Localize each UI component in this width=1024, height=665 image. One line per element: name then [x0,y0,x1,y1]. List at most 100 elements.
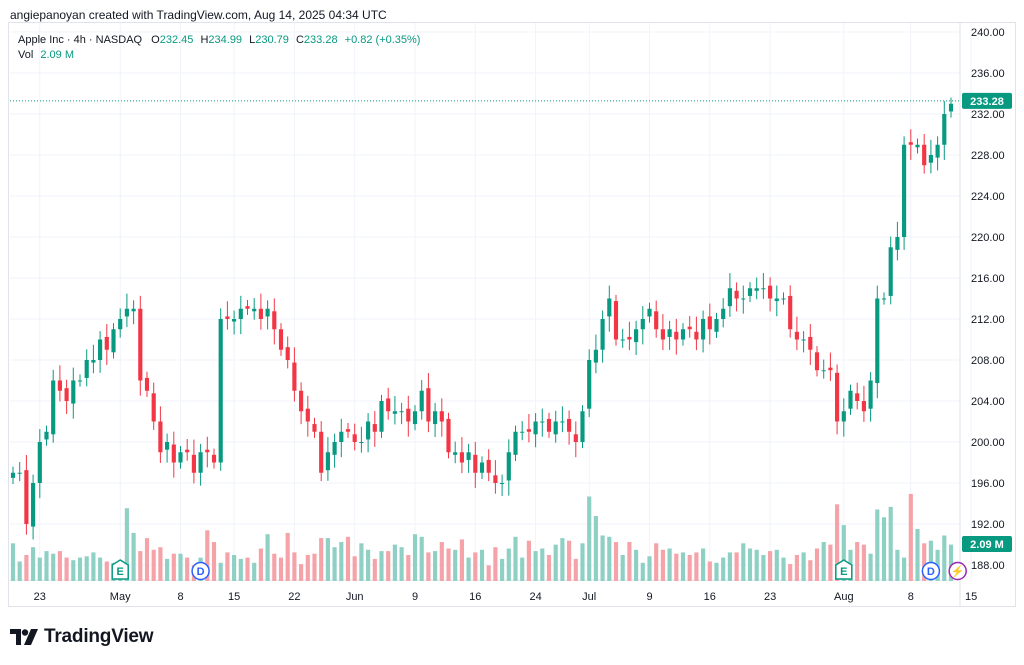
candle-body [258,308,263,319]
low-label: L [249,34,256,46]
candle-body [727,288,732,307]
ohlc-line: Apple Inc · 4h · NASDAQ O232.45 H234.99 … [18,33,420,48]
volume-bar [473,552,478,581]
last-price-badge-label: 233.28 [970,96,1004,108]
volume-bar [312,553,317,581]
candle-body [560,421,565,423]
price-tick-label: 220.00 [971,232,1005,244]
time-tick-label: 15 [965,591,977,603]
candle [768,277,773,312]
volume-bar [506,548,511,581]
candle-body [841,411,846,422]
candle [506,439,511,496]
volume-bar [942,535,947,581]
candle [875,285,880,399]
volume-bar [37,557,42,581]
volume-bar [634,549,639,581]
candle-body [587,360,592,409]
candle [855,382,860,410]
candle [895,221,900,261]
volume-bar [714,562,719,581]
volume-bar [667,548,672,581]
candle-body [118,319,123,330]
candle [674,318,679,355]
last-volume-badge-label: 2.09 M [970,539,1004,551]
volume-bar [553,544,558,581]
candle-body [71,380,76,404]
volume-bar [721,557,726,581]
volume-bar [138,551,143,581]
symbol-title[interactable]: Apple Inc · 4h · NASDAQ [18,34,143,46]
candle-body [218,319,223,463]
candle-body [185,449,190,453]
volume-bar [948,544,954,581]
candle-body [245,306,250,309]
candle [191,439,196,484]
volume-bar [84,556,89,581]
price-tick-label: 208.00 [971,355,1005,367]
candle-body [935,144,940,158]
volume-bar [466,557,471,581]
candle-body [888,247,893,296]
volume-bar [500,558,505,581]
candle-body [299,390,304,412]
candle-body [265,308,270,317]
candle [841,398,846,437]
candle [258,293,263,330]
candle [680,323,686,346]
candle [613,294,619,346]
volume-bar [888,506,893,581]
candle-body [667,329,672,337]
price-axis[interactable]: 188.00 192.00 196.00 200.00 204.00 208.00 212.… [971,27,1005,572]
volume-label[interactable]: Vol [18,49,34,61]
candle [372,411,377,447]
candle [352,423,357,451]
chart-pane[interactable] [8,22,1016,607]
candle-body [285,347,290,360]
volume-bar [660,549,665,581]
candle-body [24,470,29,524]
time-tick-label: 24 [529,591,541,603]
high-value: 234.99 [208,34,243,46]
candle-body [573,434,578,442]
candle [138,295,143,396]
candle [272,298,277,345]
volume-bar [225,552,230,581]
price-tick-label: 232.00 [971,109,1005,121]
candle-body [158,421,163,453]
candle [540,408,545,437]
candle-body [198,452,203,473]
candle [687,316,692,338]
candle-body [292,362,297,391]
time-tick-label: Jun [346,591,364,603]
tradingview-logo[interactable]: TradingView [10,626,154,648]
candle [426,373,431,433]
candle-body [533,421,538,435]
candle [814,346,820,377]
volume-bar [747,548,753,581]
grid-lines [10,23,972,606]
candle-body [379,401,384,432]
event-markers[interactable]: E D E D ⚡ [111,559,967,581]
candle [118,308,123,338]
candle-body [84,360,89,378]
candle-body [768,285,773,299]
event-marker-dividend: D [191,561,210,581]
candle [71,367,76,419]
candle-body [580,411,585,442]
candle-body [412,411,418,425]
event-marker-label: D [927,566,935,578]
volume-bar [922,543,927,581]
candle [366,413,371,453]
candle-body [252,308,257,312]
candle [727,273,732,317]
volume-bar [158,547,163,581]
candle-body [399,411,404,413]
volume-bar [165,558,170,581]
candle [694,316,699,351]
volume-bar [613,542,619,581]
candle [587,349,592,418]
candle-body [453,452,458,455]
time-axis[interactable]: 23 May 8 15 22 Jun 9 16 24 Jul 9 16 23 Aug 8 15 [34,591,978,603]
